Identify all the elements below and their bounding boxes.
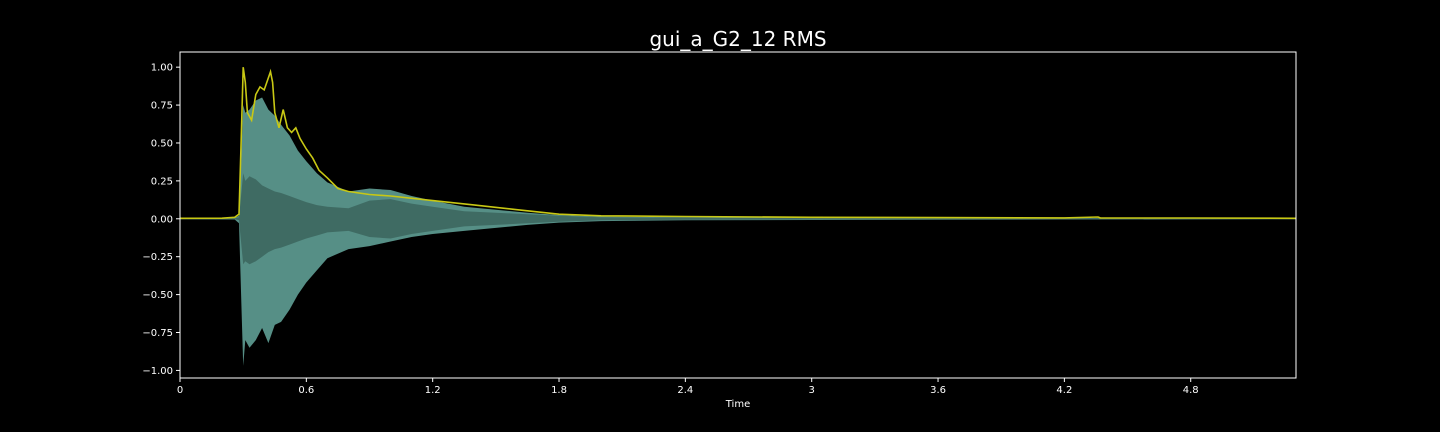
x-tick-label: 1.2 [425, 385, 441, 396]
x-tick-label: 3.6 [930, 385, 946, 396]
x-tick-label: 4.2 [1056, 385, 1072, 396]
waveform-core [180, 173, 1296, 265]
rms-line [180, 67, 1296, 220]
y-tick-label: 0.00 [151, 214, 173, 225]
y-tick-label: 1.00 [151, 63, 173, 74]
chart-title: gui_a_G2_12 RMS [649, 27, 826, 51]
y-tick-label: −0.50 [142, 290, 173, 301]
y-tick-label: 0.75 [151, 101, 173, 112]
y-tick-label: −0.75 [142, 328, 173, 339]
x-axis-label: Time [725, 399, 750, 410]
x-tick-label: 4.8 [1183, 385, 1199, 396]
x-axis: 0 0.6 1.2 1.8 2.4 3 3.6 4.2 4.8 [177, 378, 1199, 396]
plot-frame [179, 51, 1297, 379]
x-tick-label: 2.4 [677, 385, 693, 396]
y-axis: 1.00 0.75 0.50 0.25 0.00 −0.25 −0.50 −0.75 −1.00 [142, 63, 180, 377]
y-tick-label: −1.00 [142, 366, 173, 377]
x-tick-label: 0 [177, 385, 183, 396]
waveform-envelope [180, 97, 1296, 366]
x-tick-label: 0.6 [298, 385, 314, 396]
y-tick-label: 0.50 [151, 138, 173, 149]
y-tick-label: 0.25 [151, 176, 173, 187]
y-tick-label: −0.25 [142, 252, 173, 263]
x-tick-label: 1.8 [551, 385, 567, 396]
x-tick-label: 3 [809, 385, 815, 396]
plot-area [180, 67, 1296, 366]
